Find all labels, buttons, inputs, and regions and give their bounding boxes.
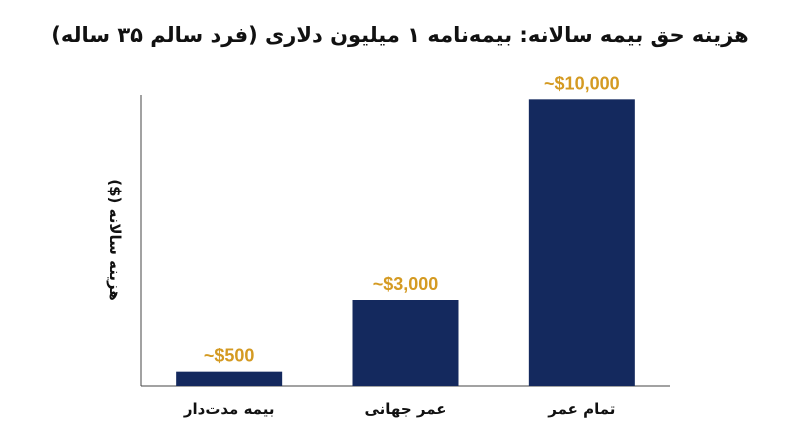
y-axis-label: هزینه سالانه ($) xyxy=(106,179,124,300)
data-label-whole: ~$10,000 xyxy=(544,73,620,93)
category-label-whole: تمام عمر xyxy=(547,400,615,418)
data-label-universal: ~$3,000 xyxy=(373,274,439,294)
category-label-term: بیمه مدت‌دار xyxy=(183,400,275,418)
category-labels-group: بیمه مدت‌دار عمر جهانی تمام عمر xyxy=(183,400,616,418)
chart-title: هزینه حق بیمه سالانه: بیمه‌نامه ۱ میلیون… xyxy=(51,23,748,47)
category-label-universal: عمر جهانی xyxy=(364,400,446,418)
data-label-term: ~$500 xyxy=(204,346,255,366)
bar-whole xyxy=(528,99,635,386)
bars-group xyxy=(176,99,635,386)
bar-universal xyxy=(352,300,459,386)
data-labels-group: ~$500 ~$3,000 ~$10,000 xyxy=(204,73,620,365)
bar-term xyxy=(176,371,283,386)
